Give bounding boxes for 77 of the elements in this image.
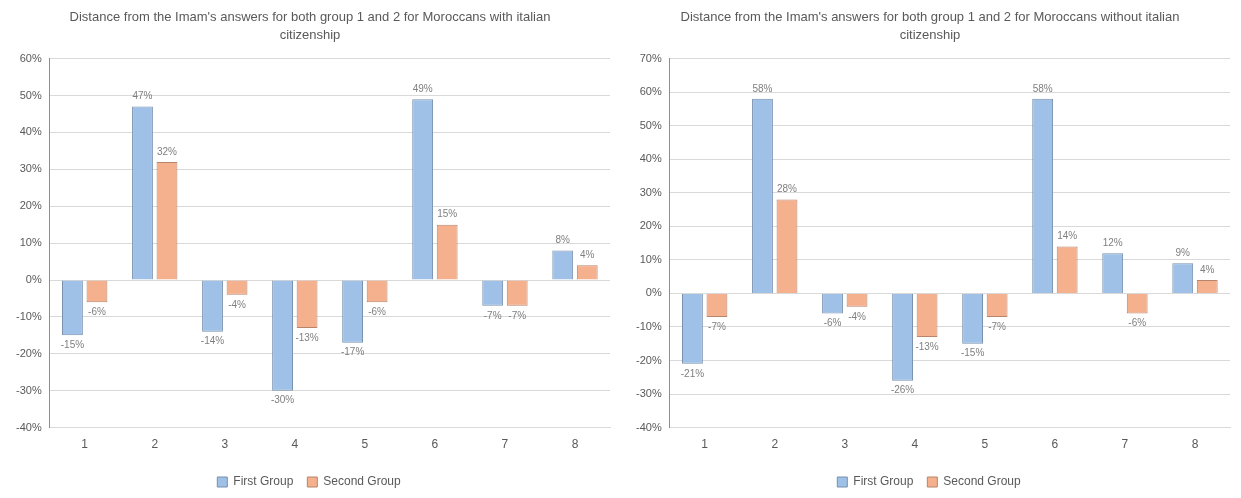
y-tick-label: 70%	[639, 51, 662, 64]
data-label: -15%	[60, 339, 85, 351]
x-tick-label: 1	[81, 437, 89, 452]
legend-label: Second Group	[943, 474, 1022, 489]
data-label: 9%	[1175, 246, 1191, 258]
x-tick-label: 3	[841, 437, 849, 452]
y-tick-label: 60%	[639, 85, 662, 98]
x-tick-label: 8	[1191, 437, 1199, 452]
y-tick-label: -10%	[635, 319, 662, 332]
data-label: -21%	[680, 367, 705, 379]
y-tick-label: 0%	[25, 273, 42, 286]
data-label: 12%	[1102, 236, 1123, 248]
y-tick-label: -40%	[15, 420, 42, 433]
y-tick-label: 30%	[639, 185, 662, 198]
y-tick-label: 0%	[645, 286, 662, 299]
legend-label: Second Group	[323, 474, 402, 489]
data-label: -17%	[340, 346, 365, 358]
y-tick-label: -30%	[635, 387, 662, 400]
x-tick-label: 6	[431, 437, 439, 452]
data-label: -4%	[848, 310, 867, 322]
data-label: -7%	[508, 309, 527, 321]
x-tick-label: 7	[501, 437, 509, 452]
x-tick-label: 5	[981, 437, 989, 452]
x-tick-label: 2	[151, 437, 159, 452]
y-tick-label: -20%	[635, 353, 662, 366]
x-tick-label: 3	[221, 437, 229, 452]
chart-title: Distance from the Imam's answers for both group 1 and 2 for Moroccans without italian citizenship	[680, 8, 1180, 44]
data-label: 58%	[752, 82, 773, 94]
data-label: -4%	[228, 298, 247, 310]
y-tick-label: 20%	[19, 199, 42, 212]
data-label: -6%	[823, 317, 842, 329]
legend-label: First Group	[853, 474, 914, 489]
y-tick-label: 20%	[639, 219, 662, 232]
data-label: 14%	[1057, 230, 1078, 242]
data-label: 58%	[1032, 82, 1053, 94]
y-tick-label: 10%	[639, 252, 662, 265]
data-label: -26%	[890, 384, 915, 396]
data-label: -7%	[483, 309, 502, 321]
data-label: 4%	[580, 248, 595, 260]
legend-label: First Group	[233, 474, 294, 489]
y-tick-label: -30%	[15, 383, 42, 396]
data-label: -15%	[960, 347, 985, 359]
data-label: 49%	[412, 82, 433, 94]
x-tick-label: 4	[291, 437, 299, 452]
data-label: 15%	[437, 208, 458, 220]
data-label: -6%	[1128, 317, 1147, 329]
x-tick-label: 4	[911, 437, 919, 452]
y-tick-label: -10%	[15, 309, 42, 322]
y-tick-label: 40%	[19, 125, 42, 138]
y-tick-label: 60%	[19, 51, 42, 64]
data-label: -30%	[270, 394, 295, 406]
x-tick-label: 7	[1121, 437, 1129, 452]
data-label: -7%	[988, 320, 1007, 332]
x-tick-label: 1	[701, 437, 709, 452]
x-tick-label: 6	[1051, 437, 1059, 452]
data-label: 28%	[776, 183, 798, 195]
y-tick-label: -40%	[635, 420, 662, 433]
data-label: -13%	[915, 340, 939, 352]
y-tick-label: 50%	[639, 118, 662, 131]
data-label: 32%	[156, 145, 178, 157]
y-tick-label: -20%	[15, 346, 42, 359]
data-label: 4%	[1200, 263, 1215, 275]
x-tick-label: 8	[571, 437, 579, 452]
data-label: -7%	[708, 320, 726, 332]
x-tick-label: 2	[771, 437, 779, 452]
y-tick-label: 40%	[639, 152, 662, 165]
chart-title: Distance from the Imam's answers for both group 1 and 2 for Moroccans with italian citizenship	[68, 8, 552, 44]
data-label: -6%	[88, 305, 106, 317]
data-label: -13%	[295, 331, 319, 343]
data-label: -6%	[368, 305, 387, 317]
data-label: 47%	[132, 90, 153, 102]
y-tick-label: 10%	[19, 236, 42, 249]
x-tick-label: 5	[361, 437, 369, 452]
y-tick-label: 50%	[19, 88, 42, 101]
y-tick-label: 30%	[19, 162, 42, 175]
data-label: -14%	[200, 335, 225, 347]
data-label: 8%	[555, 234, 571, 246]
